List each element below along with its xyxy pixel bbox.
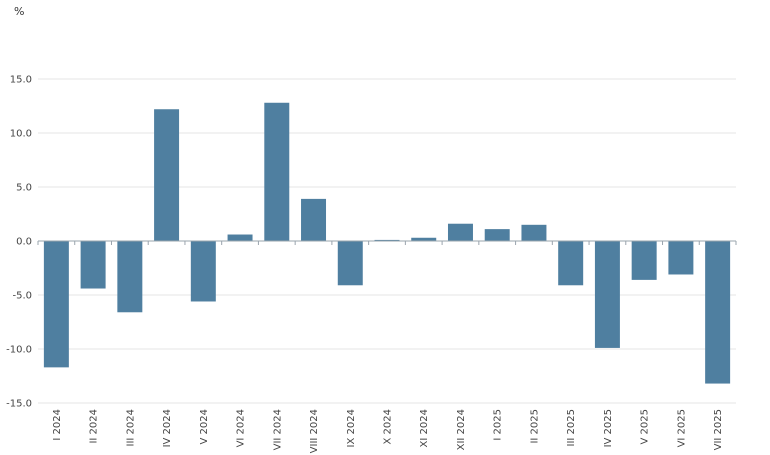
bar xyxy=(447,223,473,241)
bar xyxy=(558,241,584,286)
bar xyxy=(301,198,327,241)
y-tick-label: 5.0 xyxy=(16,183,32,194)
x-tick-label: I 2024 xyxy=(52,409,63,441)
x-tick-label: I 2025 xyxy=(493,409,504,441)
bar xyxy=(154,109,180,242)
bar xyxy=(668,241,694,275)
x-tick-label: III 2024 xyxy=(125,409,136,446)
bar xyxy=(264,102,290,241)
x-tick-label: V 2025 xyxy=(640,409,651,444)
bar xyxy=(484,229,510,241)
bar xyxy=(80,241,106,289)
x-tick-label: XII 2024 xyxy=(456,409,467,450)
x-tick-label: XI 2024 xyxy=(419,409,430,447)
bar xyxy=(521,224,547,241)
bar xyxy=(374,239,400,241)
y-axis-ticks: 15.0 10.0 5.0 0.0 -5.0 -10.0 -15.0 xyxy=(6,75,32,410)
bar xyxy=(190,241,216,302)
bar xyxy=(411,237,437,241)
bar xyxy=(705,241,731,384)
bar xyxy=(227,234,253,241)
bar xyxy=(631,241,657,280)
x-tick-label: X 2024 xyxy=(383,409,394,444)
y-tick-label: -10.0 xyxy=(6,345,32,356)
x-tick-label: VII 2025 xyxy=(713,409,724,450)
y-tick-label: 10.0 xyxy=(10,129,32,140)
x-tick-label: VIII 2024 xyxy=(309,409,320,453)
bars xyxy=(43,102,731,384)
y-tick-label: 15.0 xyxy=(10,75,32,86)
y-unit-label: % xyxy=(14,5,24,18)
x-axis-ticks: I 2024 II 2024 III 2024 IV 2024 V 2024 VI 202… xyxy=(52,409,724,453)
x-tick-label: IV 2025 xyxy=(603,409,614,447)
x-tick-label: VII 2024 xyxy=(272,409,283,450)
x-tick-label: IV 2024 xyxy=(162,409,173,447)
y-tick-label: 0.0 xyxy=(16,237,32,248)
x-tick-label: VI 2024 xyxy=(236,409,247,447)
x-tick-label: II 2025 xyxy=(529,409,540,444)
x-tick-label: VI 2025 xyxy=(676,409,687,447)
x-tick-label: IX 2024 xyxy=(346,409,357,447)
bar xyxy=(594,241,620,348)
bar xyxy=(337,241,363,286)
zero-axis xyxy=(37,240,737,245)
y-tick-label: -15.0 xyxy=(6,399,32,410)
y-tick-label: -5.0 xyxy=(12,291,32,302)
x-tick-label: II 2024 xyxy=(89,409,100,444)
bar xyxy=(43,241,69,368)
x-tick-label: III 2025 xyxy=(566,409,577,446)
bar xyxy=(117,241,143,313)
x-tick-label: V 2024 xyxy=(199,409,210,444)
